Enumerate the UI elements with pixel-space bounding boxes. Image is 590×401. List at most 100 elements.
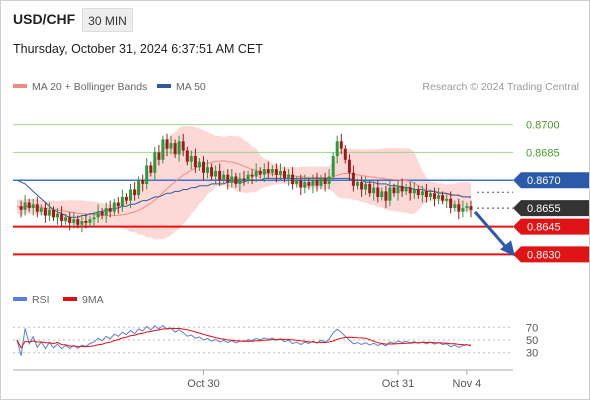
candle-body (250, 174, 254, 177)
level-box-2 (513, 172, 589, 189)
candle-body (315, 180, 319, 186)
candle-body (145, 165, 149, 184)
candle-body (270, 169, 274, 173)
timestamp: Thursday, October 31, 2024 6:37:51 AM CE… (13, 42, 263, 56)
candle-body (291, 174, 295, 184)
legend-9ma: 9MA (63, 294, 104, 306)
candle-body (299, 180, 303, 188)
candle-body (441, 195, 445, 201)
candle-body (23, 202, 27, 210)
candle-body (161, 139, 165, 160)
legend-swatch (63, 297, 77, 302)
research-credit: Research © 2024 Trading Central (422, 81, 579, 93)
candle-body (303, 182, 307, 188)
candle-body (35, 204, 39, 212)
candle-body (343, 148, 347, 160)
candle-body (368, 183, 372, 194)
candle-body (72, 219, 76, 223)
legend-swatch (157, 84, 171, 89)
candle-body (173, 143, 177, 155)
candle-body (68, 217, 72, 223)
legend-label: MA 50 (176, 81, 206, 93)
candle-body (388, 187, 392, 201)
candle-body (60, 213, 64, 221)
candle-body (449, 198, 453, 209)
candle-body (335, 141, 339, 157)
candle-body (331, 156, 335, 177)
candle-body (356, 182, 359, 186)
candle-body (153, 152, 157, 173)
candle-body (416, 189, 420, 196)
candle-body (88, 219, 92, 223)
candle-body (181, 141, 185, 151)
level-box-3 (513, 200, 589, 217)
candle-body (380, 191, 384, 197)
candle-body (392, 187, 396, 194)
candle-body (408, 187, 412, 194)
level-label-5: 0.8630 (527, 249, 561, 261)
candle-body (469, 206, 473, 210)
level-box-4 (513, 218, 589, 235)
candle-body (19, 206, 23, 210)
candle-body (295, 180, 299, 184)
level-box-5 (513, 246, 589, 263)
candle-body (218, 170, 222, 181)
candle-body (396, 185, 400, 194)
projection-arrow (473, 210, 509, 250)
candle-body (197, 161, 201, 168)
candle-body (266, 169, 270, 173)
candle-body (238, 178, 242, 184)
timeframe-button[interactable]: 30 MIN (82, 8, 133, 32)
candle-body (189, 156, 193, 162)
candle-body (254, 170, 258, 177)
candle-body (108, 208, 112, 212)
candle-body (420, 191, 424, 196)
candle-body (137, 180, 141, 195)
candle-body (360, 182, 364, 190)
candle-body (27, 202, 31, 209)
candle-body (351, 172, 355, 186)
candle-body (76, 219, 80, 225)
legend-label: RSI (32, 294, 50, 306)
candle-body (202, 161, 205, 173)
candle-body (339, 141, 343, 149)
candle-body (112, 202, 116, 212)
candle-body (376, 187, 380, 197)
candle-body (177, 141, 181, 155)
candle-body (129, 189, 132, 201)
legend-ma20-bollinger: MA 20 + Bollinger Bands (13, 81, 147, 93)
candle-body (56, 213, 59, 218)
candle-body (319, 178, 323, 186)
level-label-2: 0.8670 (527, 175, 561, 187)
candle-body (262, 169, 266, 175)
candle-body (124, 196, 128, 201)
candle-body (214, 170, 218, 177)
pair-title: USD/CHF (13, 11, 76, 27)
x-tick-label-1: Oct 31 (382, 378, 414, 390)
candle-body (246, 174, 250, 181)
legend-ma50: MA 50 (157, 81, 206, 93)
candle-body (210, 167, 214, 177)
candle-body (242, 178, 246, 181)
candle-body (457, 204, 461, 212)
rsi-tick-label-0: 70 (526, 322, 538, 334)
candle-body (165, 139, 169, 149)
candle-body (116, 202, 120, 207)
candle-body (222, 174, 226, 181)
legend-rsi: RSI (13, 294, 50, 306)
candle-body (274, 169, 278, 175)
legend-label: 9MA (82, 294, 104, 306)
level-label-0: 0.8700 (526, 120, 560, 132)
candle-body (347, 159, 351, 173)
candle-body (92, 217, 96, 220)
rsi-tick-label-1: 50 (526, 335, 538, 347)
candle-body (185, 150, 189, 162)
candle-body (43, 208, 47, 216)
candle-body (100, 211, 104, 216)
candle-body (437, 195, 441, 199)
candle-body (424, 191, 428, 197)
x-tick-label-0: Oct 30 (187, 378, 219, 390)
candle-body (206, 167, 209, 173)
